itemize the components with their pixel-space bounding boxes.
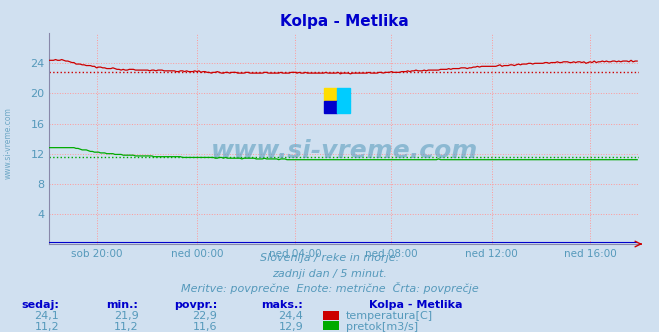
- Text: 12,9: 12,9: [278, 322, 303, 332]
- Text: Meritve: povprečne  Enote: metrične  Črta: povprečje: Meritve: povprečne Enote: metrične Črta:…: [181, 282, 478, 294]
- Title: Kolpa - Metlika: Kolpa - Metlika: [280, 14, 409, 29]
- Text: 11,2: 11,2: [114, 322, 138, 332]
- FancyBboxPatch shape: [324, 88, 337, 101]
- Text: www.si-vreme.com: www.si-vreme.com: [211, 139, 478, 163]
- FancyBboxPatch shape: [337, 101, 350, 113]
- Text: 11,6: 11,6: [193, 322, 217, 332]
- Text: 11,2: 11,2: [35, 322, 59, 332]
- Text: 21,9: 21,9: [113, 311, 138, 321]
- Text: Kolpa - Metlika: Kolpa - Metlika: [369, 300, 463, 310]
- Text: sedaj:: sedaj:: [22, 300, 59, 310]
- Text: 22,9: 22,9: [192, 311, 217, 321]
- Text: zadnji dan / 5 minut.: zadnji dan / 5 minut.: [272, 269, 387, 279]
- FancyBboxPatch shape: [337, 88, 350, 101]
- Text: Slovenija / reke in morje.: Slovenija / reke in morje.: [260, 253, 399, 263]
- Text: 24,4: 24,4: [278, 311, 303, 321]
- Text: min.:: min.:: [107, 300, 138, 310]
- Text: temperatura[C]: temperatura[C]: [346, 311, 433, 321]
- Text: maks.:: maks.:: [262, 300, 303, 310]
- FancyBboxPatch shape: [324, 101, 337, 113]
- Text: www.si-vreme.com: www.si-vreme.com: [3, 107, 13, 179]
- Text: povpr.:: povpr.:: [174, 300, 217, 310]
- Text: 24,1: 24,1: [34, 311, 59, 321]
- Text: pretok[m3/s]: pretok[m3/s]: [346, 322, 418, 332]
